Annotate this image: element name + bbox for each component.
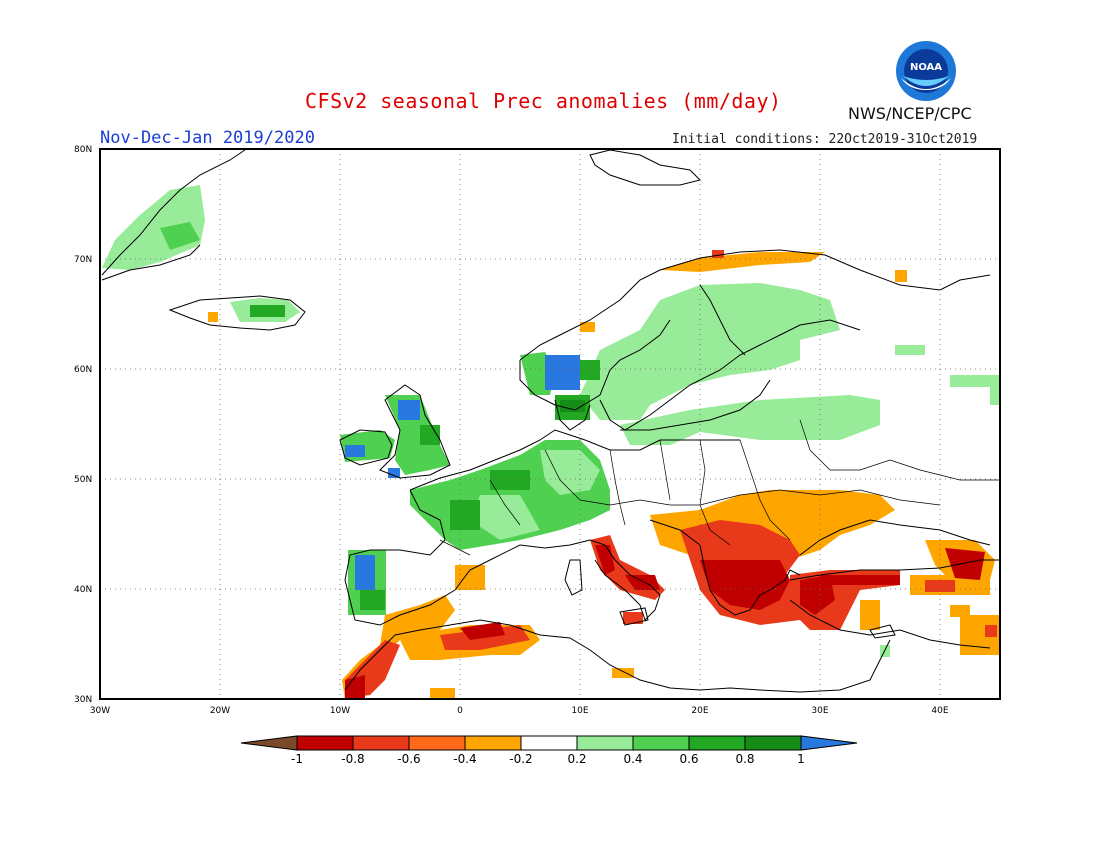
legend-label: -0.4 xyxy=(453,752,476,766)
lon-label: 20E xyxy=(691,706,708,716)
forecast-period: Nov-Dec-Jan 2019/2020 xyxy=(100,128,315,148)
legend-label: -1 xyxy=(291,752,303,766)
lat-labels: 30N 40N 50N 60N 70N 80N xyxy=(74,145,92,705)
initial-conditions: Initial conditions: 22Oct2019-31Oct2019 xyxy=(672,132,978,147)
map-title: CFSv2 seasonal Prec anomalies (mm/day) xyxy=(305,89,782,113)
legend-label: 0.8 xyxy=(735,752,754,766)
lon-label: 30E xyxy=(811,706,828,716)
anomaly-layer xyxy=(102,185,1000,699)
map-grid xyxy=(100,149,1000,699)
lon-label: 40E xyxy=(931,706,948,716)
legend-box xyxy=(744,735,802,751)
scandinavia-wet xyxy=(580,283,840,420)
legend-box xyxy=(632,735,690,751)
legend-label: -0.6 xyxy=(397,752,420,766)
legend-label: 1 xyxy=(797,752,805,766)
lat-label: 40N xyxy=(74,585,92,595)
lon-labels: 30W 20W 10W 0 10E 20E 30E 40E xyxy=(90,706,949,716)
lat-label: 70N xyxy=(74,255,92,265)
legend-label: 0.4 xyxy=(623,752,642,766)
lon-label: 10E xyxy=(571,706,588,716)
lat-label: 60N xyxy=(74,365,92,375)
legend-box xyxy=(352,735,410,751)
lat-label: 50N xyxy=(74,475,92,485)
svg-text:NOAA: NOAA xyxy=(910,62,942,73)
lon-label: 20W xyxy=(210,706,230,716)
legend-box xyxy=(576,735,634,751)
legend-box xyxy=(296,735,354,751)
lat-label: 30N xyxy=(74,695,92,705)
legend-label: 0.6 xyxy=(679,752,698,766)
legend-labels: -1 -0.8 -0.6 -0.4 -0.2 0.2 0.4 0.6 0.8 1 xyxy=(291,752,805,766)
legend-box xyxy=(688,735,746,751)
legend-label: 0.2 xyxy=(567,752,586,766)
agency-label: NWS/NCEP/CPC xyxy=(848,104,972,123)
legend-arrow-high xyxy=(800,735,858,751)
coastlines xyxy=(101,149,1000,693)
legend-label: -0.2 xyxy=(509,752,532,766)
legend-box xyxy=(408,735,466,751)
lat-label: 80N xyxy=(74,145,92,155)
noaa-logo-icon: NOAA xyxy=(896,41,956,101)
legend-boxes xyxy=(240,735,858,751)
lon-label: 30W xyxy=(90,706,110,716)
map-frame xyxy=(99,148,1001,700)
greenland-wet xyxy=(102,185,205,270)
legend-arrow-low xyxy=(240,735,298,751)
legend-box xyxy=(520,735,578,751)
legend-box xyxy=(464,735,522,751)
lon-label: 0 xyxy=(457,706,463,716)
lon-label: 10W xyxy=(330,706,350,716)
legend-label: -0.8 xyxy=(341,752,364,766)
